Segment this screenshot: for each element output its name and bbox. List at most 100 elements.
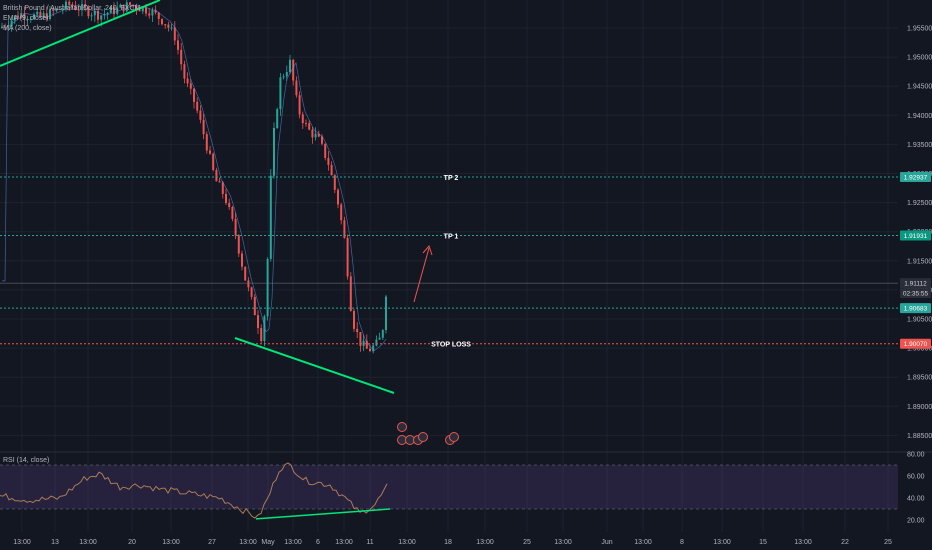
time-tick-label: Jun xyxy=(601,539,612,546)
candle-body xyxy=(228,202,231,207)
candle-body xyxy=(90,15,93,17)
time-tick-label: 8 xyxy=(680,539,684,546)
rsi-indicator-label[interactable]: RSI (14, close) xyxy=(3,457,50,464)
candle-body xyxy=(180,49,183,65)
candle-body xyxy=(7,26,10,28)
candle-body xyxy=(202,119,205,135)
candle-body xyxy=(340,204,343,221)
candle-body xyxy=(324,143,327,158)
candle-body xyxy=(292,59,295,81)
candle-body xyxy=(359,332,362,346)
candle-body xyxy=(199,110,202,120)
event-marker-icon xyxy=(418,432,428,442)
candle-body xyxy=(138,9,141,12)
candle-body xyxy=(20,13,23,18)
candle-body xyxy=(113,7,115,14)
candle-body xyxy=(122,4,125,12)
candle-body xyxy=(212,153,215,170)
candle-body xyxy=(186,78,189,84)
candle-body xyxy=(33,14,35,19)
candle-body xyxy=(362,340,365,346)
time-tick-label: 13:00 xyxy=(713,539,731,546)
candle-body xyxy=(129,2,131,5)
tp2-label: TP 2 xyxy=(444,175,459,182)
candle-body xyxy=(317,133,320,137)
price-axis[interactable]: 1.955001.950001.945001.940001.935001.930… xyxy=(900,26,932,440)
price-tick-label: 1.93500 xyxy=(907,142,932,149)
candle-body xyxy=(193,88,195,102)
candle-body xyxy=(77,9,80,11)
rsi-tick-label: 40.00 xyxy=(907,496,925,503)
tp2-badge xyxy=(900,172,931,183)
rsi-trendline xyxy=(255,508,391,520)
candle-body xyxy=(241,253,243,267)
candle-body xyxy=(308,123,311,130)
candle-body xyxy=(381,329,384,338)
candle-body xyxy=(177,40,179,50)
time-tick-label: 13 xyxy=(51,539,59,546)
time-tick-label: 27 xyxy=(208,539,216,546)
candle-body xyxy=(298,95,301,115)
candle-body xyxy=(273,127,275,176)
candle-body xyxy=(375,339,378,346)
time-tick-label: 25 xyxy=(523,539,531,546)
candle-body xyxy=(58,8,61,10)
stop-loss-label: STOP LOSS xyxy=(431,342,471,349)
time-tick-label: 13:00 xyxy=(398,539,416,546)
time-tick-label: May xyxy=(261,539,275,546)
candle-body xyxy=(314,133,317,138)
candle-body xyxy=(333,175,336,190)
candle-body xyxy=(234,218,237,236)
time-tick-label: 15 xyxy=(759,539,767,546)
candle-body xyxy=(170,27,173,29)
time-tick-label: 13:00 xyxy=(476,539,494,546)
time-tick-label: 18 xyxy=(444,539,452,546)
candle-body xyxy=(215,169,218,182)
candle-body xyxy=(346,237,349,277)
candle-body xyxy=(97,10,99,20)
price-tick-label: 1.88500 xyxy=(907,433,932,440)
candle-body xyxy=(39,11,42,17)
candle-body xyxy=(327,157,330,165)
candle-body xyxy=(257,315,259,329)
rsi-band xyxy=(0,465,898,509)
current-price-value: 1.91112 xyxy=(904,281,927,288)
candle-body xyxy=(369,348,371,352)
price-tick-label: 1.95500 xyxy=(907,26,932,33)
candle-body xyxy=(221,182,224,194)
candle-body xyxy=(279,77,282,110)
time-axis[interactable]: 13:00 13 13:00 20 13:00 27 13:00 May 13:00 6 13:00… xyxy=(13,539,892,546)
time-tick-label: 13:00 xyxy=(239,539,257,546)
candle-body xyxy=(87,7,90,17)
candle-body xyxy=(266,258,269,317)
candle-body xyxy=(205,134,208,151)
projection-arrow xyxy=(413,247,430,303)
ma-indicator-label[interactable]: MA (200, close) xyxy=(3,25,52,32)
price-tick-label: 1.95000 xyxy=(907,55,932,62)
price-tick-label: 1.90000 xyxy=(907,346,932,353)
candle-body xyxy=(68,1,71,6)
candle-body xyxy=(365,340,368,349)
countdown-value: 02:35:55 xyxy=(903,291,929,298)
candle-body xyxy=(330,164,333,176)
candle-body xyxy=(135,5,138,10)
projection-arrowhead xyxy=(422,245,433,256)
time-tick-label: 25 xyxy=(884,539,892,546)
entry-value: 1.90683 xyxy=(904,306,928,313)
candle-body xyxy=(164,24,167,26)
candle-body xyxy=(289,59,291,73)
symbol-title[interactable]: British Pound / Australian Dollar, 240, … xyxy=(3,5,141,12)
candle-body xyxy=(10,20,13,27)
candle-body xyxy=(161,18,163,25)
candle-body xyxy=(74,6,77,10)
time-tick-label: 13:00 xyxy=(794,539,812,546)
candle-body xyxy=(173,27,176,41)
candle-body xyxy=(45,13,48,20)
time-tick-label: 13:00 xyxy=(79,539,97,546)
ema-indicator-label[interactable]: EMA (9, close) xyxy=(3,15,49,22)
event-marker-icon xyxy=(449,432,459,442)
candle-body xyxy=(237,235,240,254)
rsi-tick-label: 80.00 xyxy=(907,452,925,459)
candle-body xyxy=(209,150,211,154)
